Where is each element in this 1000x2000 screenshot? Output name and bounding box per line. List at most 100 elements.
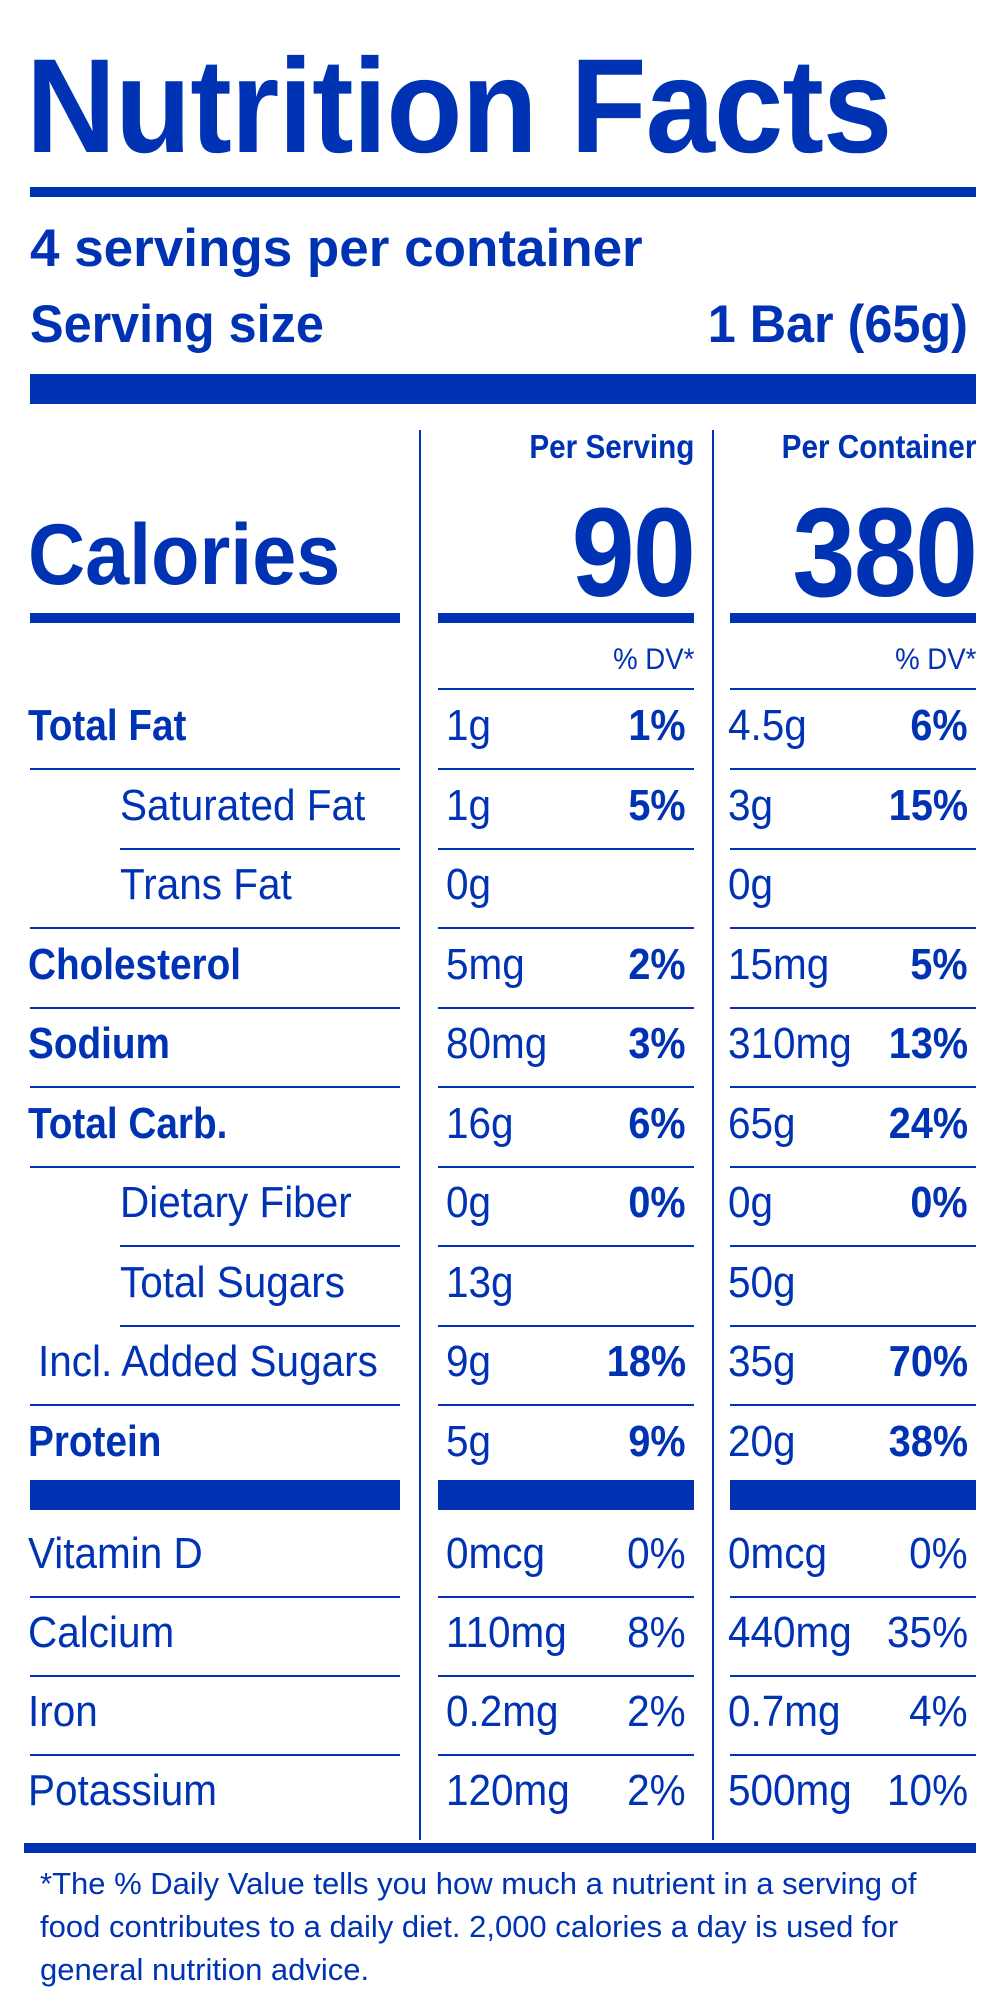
serving-dv: 0% xyxy=(628,1178,686,1227)
nutrient-name: Saturated Fat xyxy=(120,780,366,830)
serving-amount: 0.2mg xyxy=(446,1687,559,1736)
serving-amount: 13g xyxy=(446,1257,514,1307)
row-rule-serving xyxy=(438,768,694,770)
row-rule-container xyxy=(730,1165,976,1168)
serving-amount: 120mg xyxy=(446,1766,570,1815)
container-amount: 0.7mg xyxy=(728,1687,841,1736)
serving-amount: 1g xyxy=(446,780,492,830)
container-dv: 35% xyxy=(886,1608,968,1657)
serving-size-label: Serving size xyxy=(30,295,324,354)
column-divider-left xyxy=(419,430,421,1840)
serving-amount: 80mg xyxy=(446,1019,548,1068)
row-rule-label xyxy=(30,1404,400,1406)
row-rule-serving xyxy=(438,1006,694,1009)
row-rule-label xyxy=(120,847,400,850)
row-rule-serving xyxy=(438,1165,694,1168)
row-rule-container xyxy=(730,847,976,850)
nutrient-name: Iron xyxy=(28,1687,98,1736)
container-dv: 0% xyxy=(910,1178,968,1227)
row-rule-container xyxy=(730,1086,976,1088)
footnote: *The % Daily Value tells you how much a … xyxy=(40,1866,917,1987)
row-rule-container xyxy=(730,1006,976,1009)
nutrient-name: Total Carb. xyxy=(28,1098,228,1148)
calories-rule-serving xyxy=(438,613,694,623)
container-amount: 0g xyxy=(728,1178,774,1227)
vitamins-rule-container xyxy=(730,1480,976,1510)
row-rule-label xyxy=(30,768,400,770)
row-rule-serving xyxy=(438,1324,694,1327)
serving-dv: 2% xyxy=(627,1687,686,1736)
serving-dv: 3% xyxy=(628,1019,686,1068)
serving-amount: 0mcg xyxy=(446,1529,545,1578)
container-amount: 310mg xyxy=(728,1019,852,1068)
serving-size-value: 1 Bar (65g) xyxy=(707,295,968,354)
serving-dv: 8% xyxy=(627,1608,686,1657)
servings-per-container: 4 servings per container xyxy=(30,219,643,278)
container-amount: 50g xyxy=(728,1257,796,1307)
serving-amount: 9g xyxy=(446,1337,492,1386)
per-serving-header: Per Serving xyxy=(528,428,694,465)
nutrient-name: Cholesterol xyxy=(28,939,242,989)
nutrient-name: Protein xyxy=(28,1416,162,1466)
container-dv: 24% xyxy=(888,1098,968,1148)
row-rule-container xyxy=(730,1675,976,1677)
container-dv: 4% xyxy=(909,1687,968,1736)
nutrient-name: Vitamin D xyxy=(28,1529,203,1578)
serving-dv: 1% xyxy=(628,701,686,750)
title-rule xyxy=(30,187,976,197)
calories-rule-label xyxy=(30,613,400,623)
serving-amount: 5g xyxy=(446,1416,492,1466)
row-rule-container xyxy=(730,1245,976,1247)
row-rule-container xyxy=(730,768,976,770)
container-amount: 0mcg xyxy=(728,1529,827,1578)
nutrient-name: Potassium xyxy=(28,1766,217,1815)
row-rule-label xyxy=(30,1006,400,1009)
row-rule-label xyxy=(120,1324,400,1327)
row-rule-container xyxy=(730,1754,976,1756)
per-container-header: Per Container xyxy=(781,428,976,465)
calories-per-serving: 90 xyxy=(571,482,695,623)
serving-amount: 1g xyxy=(446,701,492,750)
container-dv: 70% xyxy=(888,1337,968,1386)
row-rule-label xyxy=(30,927,400,929)
label-title: Nutrition Facts xyxy=(26,32,892,181)
row-rule-container xyxy=(730,1404,976,1406)
container-amount: 35g xyxy=(728,1337,796,1386)
row-rule-label xyxy=(30,1754,400,1756)
calories-rule-container xyxy=(730,613,976,623)
row-rule-serving xyxy=(438,1675,694,1677)
serving-amount: 110mg xyxy=(446,1608,567,1657)
footnote-rule xyxy=(24,1843,976,1853)
serving-dv: 0% xyxy=(627,1529,686,1578)
container-amount: 20g xyxy=(728,1416,796,1466)
container-amount: 440mg xyxy=(728,1608,852,1657)
serving-amount: 16g xyxy=(446,1098,514,1148)
row-rule-serving xyxy=(438,847,694,850)
nutrient-name: Total Fat xyxy=(28,701,187,750)
serving-dv: 6% xyxy=(628,1098,686,1148)
serving-amount: 5mg xyxy=(446,939,525,989)
container-dv: 5% xyxy=(910,939,968,989)
row-rule-container xyxy=(730,1596,976,1598)
row-rule-serving xyxy=(438,1086,694,1088)
serving-dv: 9% xyxy=(628,1416,686,1466)
container-dv: 10% xyxy=(886,1766,968,1815)
row-rule-container xyxy=(730,927,976,929)
vitamins-rule-serving xyxy=(438,1480,694,1510)
row-rule-label xyxy=(30,1596,400,1598)
vitamins-rule-label xyxy=(30,1480,400,1510)
nutrient-name: Trans Fat xyxy=(120,860,292,909)
container-dv: 38% xyxy=(888,1416,968,1466)
serving-dv: 2% xyxy=(628,939,686,989)
calories-per-container: 380 xyxy=(792,482,978,623)
row-rule-label xyxy=(30,1675,400,1677)
serving-rule xyxy=(30,374,976,404)
row-rule-label xyxy=(30,1165,400,1168)
nutrient-name: Total Sugars xyxy=(120,1257,346,1307)
serving-dv: 5% xyxy=(628,780,686,830)
row-rule-serving xyxy=(438,1404,694,1406)
nutrient-name: Dietary Fiber xyxy=(120,1178,352,1227)
serving-dv: 2% xyxy=(627,1766,686,1815)
nutrient-name: Incl. Added Sugars xyxy=(38,1337,378,1386)
nutrient-name: Sodium xyxy=(28,1019,170,1068)
